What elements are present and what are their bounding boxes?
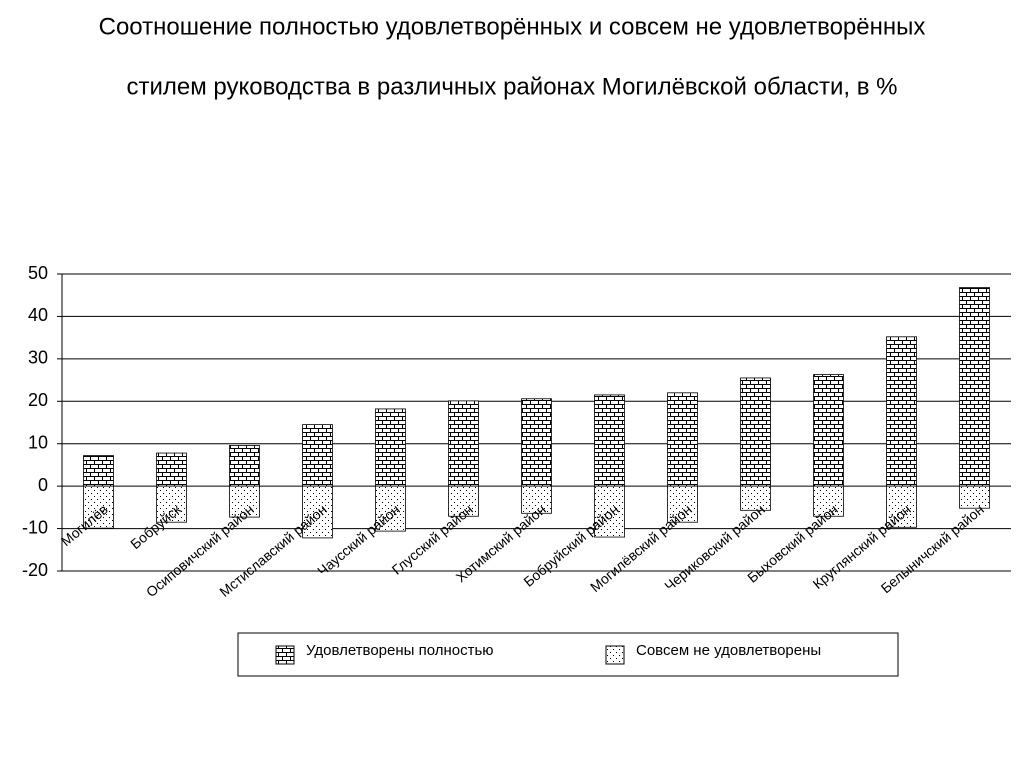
bar: [448, 485, 479, 517]
bar: [375, 408, 406, 487]
legend-label: Совсем не удовлетворены: [636, 642, 821, 659]
bar: [521, 398, 552, 487]
chart-title: Соотношение полностью удовлетворённых и …: [99, 13, 926, 40]
y-tick-label: 0: [38, 475, 48, 495]
bar: [886, 336, 917, 487]
bar: [156, 452, 187, 487]
chart-title: стилем руководства в различных районах М…: [127, 73, 898, 100]
bar: [229, 485, 260, 518]
y-tick-label: -10: [22, 517, 48, 537]
bar: [156, 485, 187, 523]
bar: [302, 424, 333, 487]
bar: [959, 287, 990, 487]
legend-label: Удовлетворены полностью: [306, 642, 494, 659]
legend-swatch: [275, 645, 295, 665]
bar: [740, 485, 771, 511]
bar: [813, 485, 844, 517]
bar: [521, 485, 552, 514]
bar: [83, 455, 114, 487]
y-tick-label: 40: [28, 305, 48, 325]
y-tick-label: 30: [28, 348, 48, 368]
bar: [375, 485, 406, 532]
bar: [886, 485, 917, 528]
y-tick-label: 50: [28, 263, 48, 283]
x-tick-label: Бобруйск: [127, 500, 184, 552]
bar: [740, 377, 771, 487]
legend: [237, 632, 899, 677]
y-tick-label: -20: [22, 560, 48, 580]
bar: [959, 485, 990, 509]
bar: [813, 374, 844, 487]
bar: [229, 445, 260, 487]
bar: [302, 485, 333, 539]
y-tick-label: 20: [28, 390, 48, 410]
bar: [594, 394, 625, 487]
bar: [83, 485, 114, 529]
bar: [448, 400, 479, 487]
legend-swatch: [605, 645, 625, 665]
bar: [594, 485, 625, 538]
y-tick-label: 10: [28, 432, 48, 452]
bar: [667, 485, 698, 523]
bar: [667, 392, 698, 487]
